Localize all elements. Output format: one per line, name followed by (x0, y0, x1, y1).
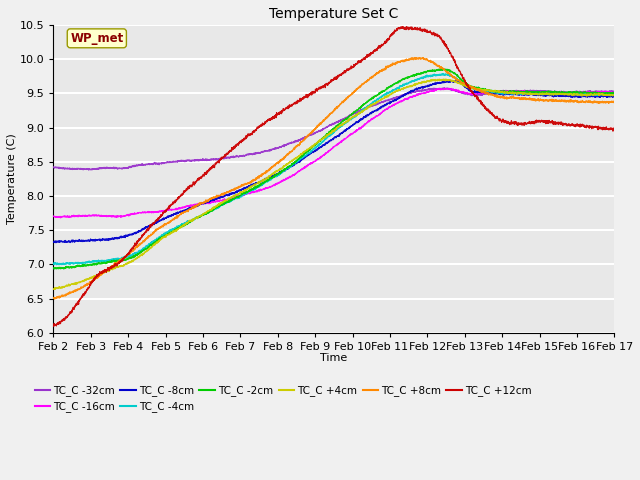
Title: Temperature Set C: Temperature Set C (269, 7, 399, 21)
Legend: TC_C -32cm, TC_C -16cm, TC_C -8cm, TC_C -4cm, TC_C -2cm, TC_C +4cm, TC_C +8cm, T: TC_C -32cm, TC_C -16cm, TC_C -8cm, TC_C … (31, 381, 536, 417)
Y-axis label: Temperature (C): Temperature (C) (7, 133, 17, 224)
X-axis label: Time: Time (320, 353, 348, 363)
Text: WP_met: WP_met (70, 32, 124, 45)
